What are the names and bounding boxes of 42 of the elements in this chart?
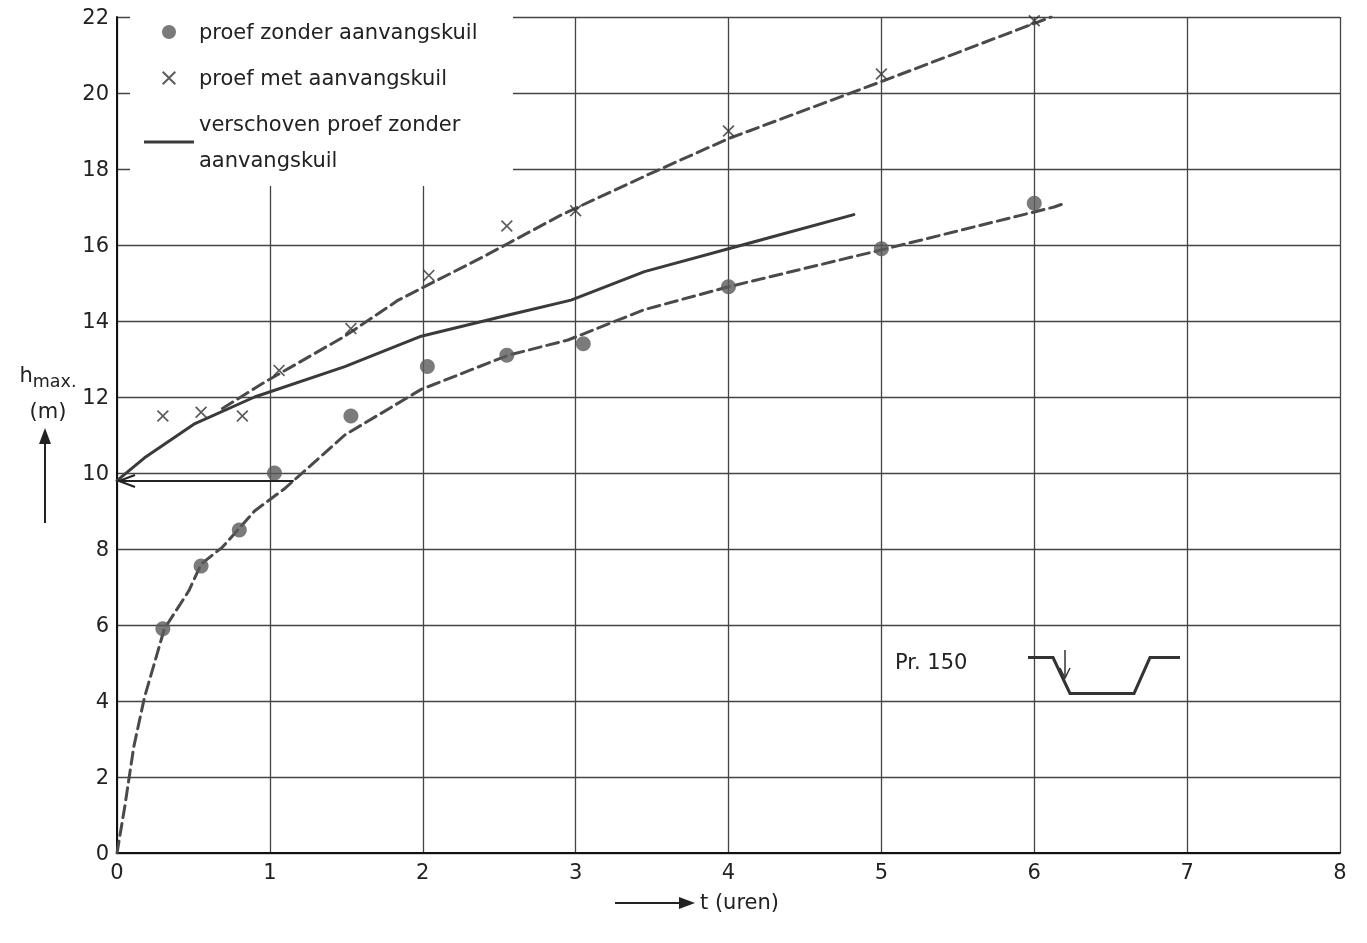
- legend-label: verschoven proef zonder aanvangskuil: [199, 112, 468, 172]
- y-tick-label: 6: [95, 613, 109, 637]
- point: [575, 336, 591, 352]
- y-tick-label: 22: [82, 5, 109, 29]
- legend-label: proef met aanvangskuil: [199, 66, 448, 90]
- y-tick-label: 18: [82, 157, 109, 181]
- x-tick-label: 7: [1180, 859, 1194, 884]
- x-tick-label: 5: [874, 859, 889, 884]
- point: [343, 408, 359, 424]
- x-tick-label: 4: [721, 859, 736, 884]
- x-tick-label: 3: [568, 859, 583, 884]
- point: [873, 241, 889, 257]
- y-tick-label: 12: [82, 385, 109, 409]
- point: [500, 220, 513, 232]
- y-tick-label: 0: [95, 841, 109, 865]
- point: [266, 465, 282, 481]
- point: [156, 410, 169, 422]
- y-tick-label: 14: [82, 309, 109, 333]
- y-tick-label: 16: [82, 233, 109, 257]
- point: [569, 204, 582, 217]
- point: [231, 522, 247, 538]
- y-tick-label: 8: [95, 537, 109, 561]
- y-tick-label: 20: [82, 81, 109, 105]
- point: [195, 406, 208, 419]
- x-axis-title: t (uren): [700, 890, 780, 914]
- point: [155, 621, 171, 637]
- x-tick-label: 6: [1027, 859, 1041, 884]
- x-tick-label: 8: [1333, 859, 1347, 884]
- annotation: Pr. 150: [895, 650, 968, 674]
- point: [499, 347, 515, 363]
- y-tick-label: 10: [82, 461, 109, 485]
- y-axis-title: h$_{max.}$ (m): [19, 363, 77, 424]
- y-tick-label: 4: [95, 689, 109, 713]
- y-tick-label: 2: [95, 765, 109, 789]
- point: [419, 359, 435, 375]
- point: [721, 279, 736, 295]
- point: [1026, 195, 1042, 211]
- point: [1028, 14, 1041, 27]
- x-tick-label: 1: [263, 859, 277, 884]
- point: [193, 558, 209, 574]
- legend-label: proef zonder aanvangskuil: [199, 20, 478, 44]
- x-tick-label: 2: [416, 859, 430, 884]
